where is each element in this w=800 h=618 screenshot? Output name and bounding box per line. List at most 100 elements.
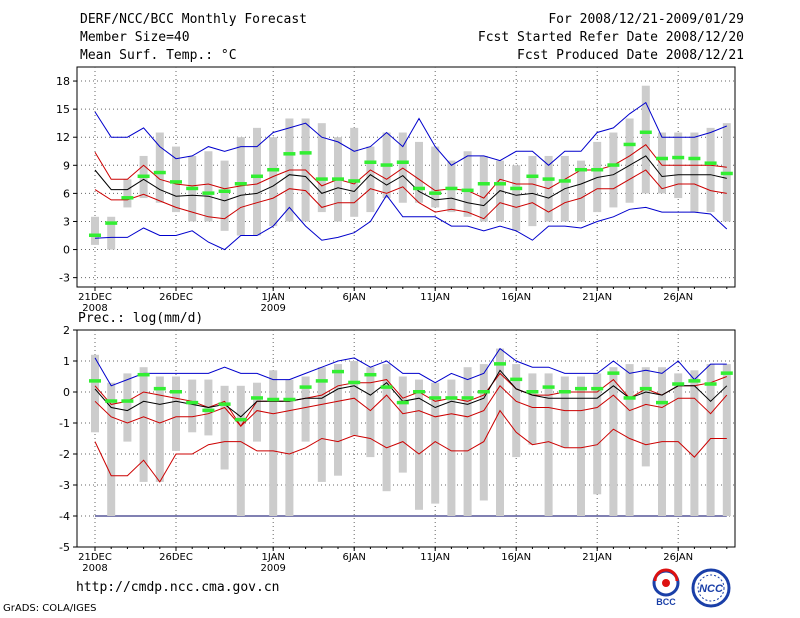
precip-range-bar xyxy=(236,385,245,516)
temp-obs-mark xyxy=(348,179,361,183)
temp-obs-mark xyxy=(510,186,523,191)
precip-range-bar xyxy=(528,373,537,445)
temp-obs-mark xyxy=(218,189,231,194)
precip-obs-mark xyxy=(591,386,604,391)
temp-range-bar xyxy=(447,160,456,213)
precip-range-bar xyxy=(674,373,683,516)
temp-range-bar xyxy=(91,216,99,245)
precip-range-bar xyxy=(220,385,229,470)
precip-range-bar xyxy=(172,376,180,451)
temp-obs-mark xyxy=(380,163,393,167)
precip-obs-mark xyxy=(688,379,701,383)
temp-xtick-label: 16JAN xyxy=(501,292,531,303)
precip-xtick-label: 11JAN xyxy=(420,552,450,563)
temp-obs-mark xyxy=(186,186,199,191)
precip-range-bar xyxy=(253,382,261,442)
temp-ytick-label: -3 xyxy=(59,272,70,285)
temp-obs-mark xyxy=(720,171,733,176)
source-url[interactable]: http://cmdp.ncc.cma.gov.cn xyxy=(76,580,280,595)
temp-range-bar xyxy=(528,155,537,227)
precip-range-bar xyxy=(706,364,715,516)
temp-ytick-label: 3 xyxy=(63,215,70,228)
temp-obs-mark xyxy=(445,186,458,191)
precip-range-bar xyxy=(625,364,634,516)
precip-obs-mark xyxy=(170,390,182,394)
precip-obs-mark xyxy=(105,399,118,403)
precip-obs-mark xyxy=(153,386,166,391)
precip-ytick-label: -2 xyxy=(59,448,70,461)
temp-range-bar xyxy=(658,132,666,194)
precip-obs-mark xyxy=(89,379,101,383)
precip-obs-mark xyxy=(380,385,393,389)
temp-obs-mark xyxy=(137,174,150,179)
temp-obs-mark xyxy=(332,177,344,181)
precip-series-max xyxy=(94,347,727,387)
precip-obs-mark xyxy=(283,397,296,402)
precip-ytick-label: 2 xyxy=(63,324,70,337)
temp-obs-mark xyxy=(153,170,166,175)
temp-range-bar xyxy=(512,165,521,231)
precip-obs-mark xyxy=(413,390,425,394)
precip-range-bar xyxy=(479,364,488,501)
temp-obs-mark xyxy=(575,167,587,172)
temp-obs-mark xyxy=(413,186,425,191)
temp-range-bar xyxy=(625,118,634,203)
precip-range-bar xyxy=(123,373,132,442)
temp-obs-mark xyxy=(202,191,215,195)
temp-obs-mark xyxy=(656,156,668,161)
temp-range-bar xyxy=(269,137,278,227)
precip-obs-mark xyxy=(558,390,571,394)
temp-ytick-label: 12 xyxy=(56,131,70,144)
precip-range-bar xyxy=(285,379,294,516)
precip-frame xyxy=(76,329,736,548)
temp-range-bar xyxy=(415,141,423,203)
temp-obs-mark xyxy=(396,160,409,164)
temp-obs-mark xyxy=(688,156,701,161)
precip-range-bar xyxy=(382,364,391,492)
temp-obs-mark xyxy=(315,177,328,181)
bcc-logo-text: BCC xyxy=(656,597,676,607)
temp-obs-mark xyxy=(121,196,134,200)
precip-obs-mark xyxy=(672,382,685,386)
temp-series-p_lo xyxy=(94,169,727,220)
ncc-logo-text: NCC xyxy=(699,583,724,595)
temp-range-bar xyxy=(577,160,585,222)
temp-series-max xyxy=(94,101,727,166)
precip-range-bar xyxy=(107,382,116,516)
temp-ytick-label: 15 xyxy=(56,103,70,116)
temp-obs-mark xyxy=(704,161,717,165)
temp-obs-mark xyxy=(89,233,101,238)
precip-range-bar xyxy=(593,373,602,495)
forecast-produced-date: Fcst Produced Date 2008/12/21 xyxy=(517,48,744,63)
precip-series-min xyxy=(94,409,727,483)
temp-range-bar xyxy=(479,155,488,222)
precip-obs-mark xyxy=(186,400,199,405)
precip-xtick-label: 1JAN xyxy=(261,552,284,563)
temp-range-bar xyxy=(609,132,618,208)
temp-range-bar xyxy=(253,127,261,236)
precip-obs-mark xyxy=(720,371,733,375)
precip-xtick-label: 26JAN xyxy=(663,552,693,563)
temp-ytick-label: 0 xyxy=(63,244,70,257)
precip-obs-mark xyxy=(267,397,280,402)
precip-obs-mark xyxy=(315,379,328,383)
precip-range-bar xyxy=(301,376,310,442)
temp-range-bar xyxy=(431,146,440,208)
precip-label: Prec.: log(mm/d) xyxy=(78,311,204,326)
temp-range-bar xyxy=(172,146,180,213)
variable-label: Mean Surf. Temp.: °C xyxy=(80,48,237,63)
precip-range-bar xyxy=(512,364,521,458)
temp-xtick-label: 26JAN xyxy=(663,292,693,303)
temp-obs-mark xyxy=(607,163,620,167)
precip-obs-mark xyxy=(251,396,263,400)
precip-obs-mark xyxy=(494,362,506,366)
temp-frame xyxy=(76,66,736,288)
temp-range-bar xyxy=(690,132,699,213)
temp-range-bar xyxy=(641,85,650,194)
temp-obs-mark xyxy=(591,167,604,172)
temp-range-bar xyxy=(107,216,116,250)
temp-obs-mark xyxy=(429,191,442,195)
temp-range-bar xyxy=(317,123,326,213)
precip-range-bar xyxy=(139,367,148,482)
precip-obs-mark xyxy=(332,369,344,374)
